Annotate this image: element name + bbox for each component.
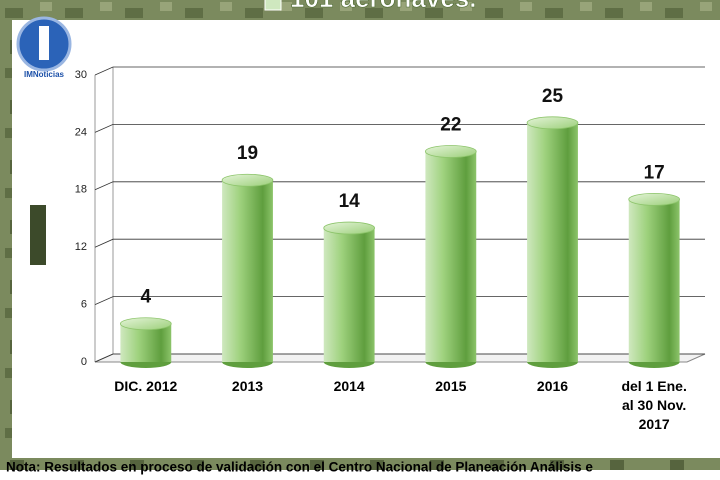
grid-line bbox=[94, 66, 705, 76]
grid-line bbox=[94, 181, 705, 191]
bar-top bbox=[628, 192, 680, 206]
data-label: 19 bbox=[237, 143, 258, 164]
note: Nota: Resultados en proceso de validació… bbox=[6, 460, 593, 475]
x-tick-label: 2014 bbox=[333, 378, 365, 394]
bar bbox=[425, 151, 477, 362]
bar-top bbox=[120, 317, 172, 331]
grid-line bbox=[94, 353, 705, 363]
bar bbox=[527, 122, 578, 362]
data-label: 4 bbox=[141, 287, 152, 308]
y-tick-label: 24 bbox=[75, 126, 87, 138]
title-icon bbox=[264, 0, 282, 11]
note-band bbox=[0, 470, 720, 480]
x-tick-label: del 1 Ene. al 30 Nov. 2017 bbox=[621, 378, 687, 432]
x-tick-label: 2013 bbox=[231, 378, 264, 394]
logo-mark bbox=[39, 26, 49, 60]
data-label: 14 bbox=[339, 191, 361, 212]
bar-top bbox=[221, 173, 274, 187]
title: 101 aeronaves. bbox=[290, 0, 476, 13]
x-tick-label: 2016 bbox=[536, 378, 569, 394]
y-tick-label: 0 bbox=[81, 356, 87, 368]
grid-line bbox=[94, 124, 705, 133]
grid-line bbox=[94, 238, 705, 248]
bar bbox=[323, 228, 375, 362]
x-tick-label: DIC. 2012 bbox=[114, 378, 178, 394]
data-label: 25 bbox=[542, 86, 564, 107]
y-tick-label: 30 bbox=[75, 69, 87, 81]
bar bbox=[222, 180, 273, 362]
grid-line bbox=[94, 296, 705, 305]
floor bbox=[94, 353, 706, 363]
decor bbox=[30, 205, 46, 265]
x-tick-label: 2015 bbox=[435, 378, 467, 394]
logo-text: IMNoticias bbox=[24, 70, 65, 79]
data-label: 22 bbox=[440, 115, 461, 136]
y-tick-label: 12 bbox=[75, 241, 87, 253]
data-label: 17 bbox=[644, 162, 665, 183]
bar-top bbox=[323, 221, 375, 235]
bar-top bbox=[425, 145, 477, 158]
y-tick-label: 18 bbox=[75, 184, 87, 196]
bar bbox=[628, 199, 680, 362]
y-tick-label: 6 bbox=[81, 299, 87, 311]
bar-top bbox=[526, 116, 579, 130]
